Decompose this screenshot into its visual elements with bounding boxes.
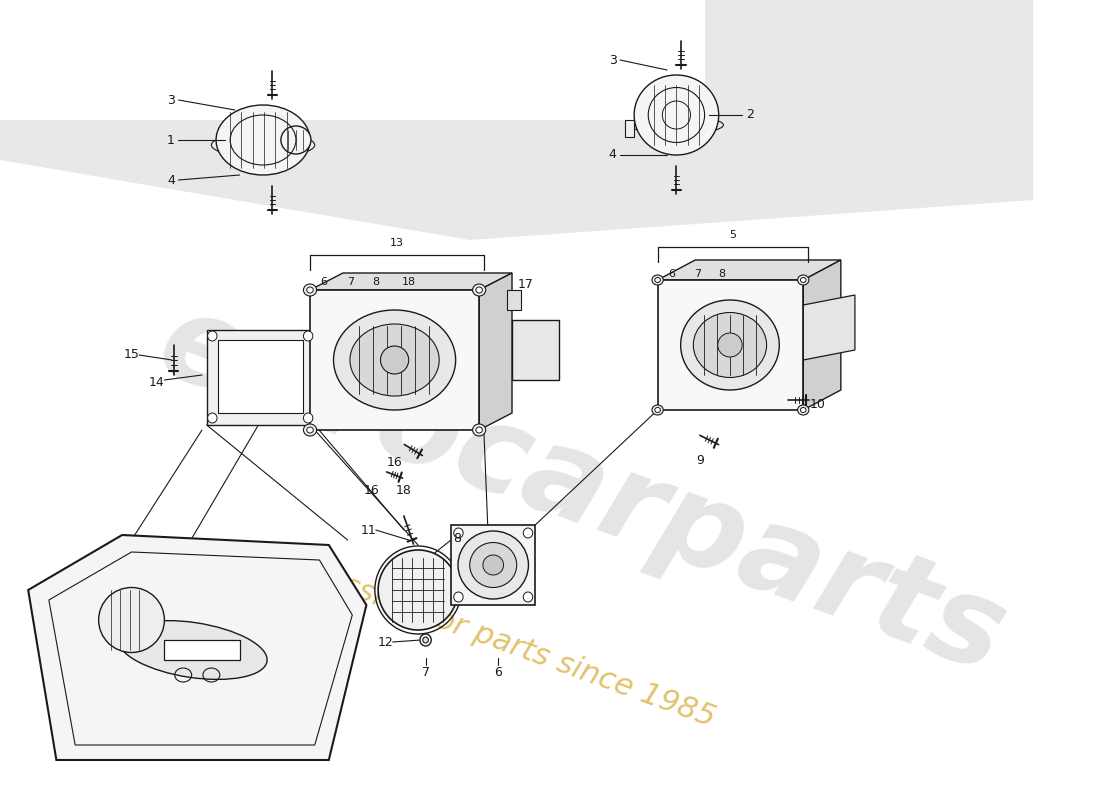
- Ellipse shape: [652, 405, 663, 415]
- Text: 10: 10: [810, 398, 825, 411]
- Ellipse shape: [473, 284, 486, 296]
- Ellipse shape: [458, 531, 528, 599]
- Bar: [310, 290, 480, 430]
- Text: 15: 15: [123, 349, 140, 362]
- Polygon shape: [507, 290, 521, 310]
- Text: 7: 7: [346, 277, 354, 287]
- Text: 3: 3: [167, 94, 175, 106]
- Ellipse shape: [381, 346, 409, 374]
- Polygon shape: [803, 260, 840, 410]
- Ellipse shape: [798, 275, 808, 285]
- Ellipse shape: [208, 331, 217, 341]
- Text: 4: 4: [167, 174, 175, 186]
- Polygon shape: [0, 160, 1033, 800]
- Ellipse shape: [420, 634, 431, 646]
- Text: 2: 2: [746, 109, 754, 122]
- Polygon shape: [310, 273, 512, 290]
- Ellipse shape: [681, 300, 779, 390]
- Text: 16: 16: [363, 483, 379, 497]
- Text: 6: 6: [320, 277, 328, 287]
- Bar: [451, 525, 536, 605]
- Polygon shape: [480, 273, 512, 430]
- Text: 3: 3: [608, 54, 616, 66]
- Ellipse shape: [654, 407, 660, 413]
- Ellipse shape: [654, 278, 660, 282]
- Ellipse shape: [211, 133, 315, 158]
- Ellipse shape: [454, 528, 463, 538]
- Polygon shape: [29, 535, 366, 760]
- Ellipse shape: [307, 287, 314, 293]
- Bar: [658, 280, 803, 410]
- Text: 11: 11: [361, 523, 376, 537]
- Polygon shape: [0, 0, 705, 120]
- Ellipse shape: [118, 621, 267, 679]
- Text: 9: 9: [696, 454, 704, 466]
- Polygon shape: [625, 120, 634, 137]
- Text: 16: 16: [387, 455, 403, 469]
- Polygon shape: [0, 0, 1033, 650]
- Text: 13: 13: [389, 238, 404, 248]
- Ellipse shape: [307, 427, 314, 433]
- Ellipse shape: [280, 126, 311, 154]
- Ellipse shape: [473, 424, 486, 436]
- Ellipse shape: [476, 427, 483, 433]
- Ellipse shape: [454, 592, 463, 602]
- Ellipse shape: [476, 287, 483, 293]
- Ellipse shape: [208, 413, 217, 423]
- Ellipse shape: [304, 413, 312, 423]
- Polygon shape: [658, 260, 840, 280]
- Text: eurocarparts: eurocarparts: [144, 282, 1021, 698]
- Text: 8: 8: [453, 531, 462, 545]
- Polygon shape: [512, 320, 559, 380]
- Text: 5: 5: [729, 230, 736, 240]
- Text: 8: 8: [718, 269, 725, 279]
- Ellipse shape: [422, 637, 428, 643]
- Text: 6: 6: [668, 269, 675, 279]
- Ellipse shape: [304, 424, 317, 436]
- Ellipse shape: [801, 278, 806, 282]
- Ellipse shape: [524, 528, 532, 538]
- Bar: [207, 330, 315, 425]
- Text: 17: 17: [518, 278, 534, 291]
- Ellipse shape: [304, 331, 312, 341]
- Ellipse shape: [333, 310, 455, 410]
- Ellipse shape: [524, 592, 532, 602]
- Bar: [218, 340, 302, 413]
- Ellipse shape: [304, 284, 317, 296]
- Text: 12: 12: [377, 635, 393, 649]
- Ellipse shape: [652, 275, 663, 285]
- Ellipse shape: [470, 542, 517, 587]
- Text: a passion for parts since 1985: a passion for parts since 1985: [276, 547, 719, 733]
- Ellipse shape: [798, 405, 808, 415]
- Ellipse shape: [99, 587, 164, 653]
- Text: 6: 6: [494, 666, 502, 678]
- Ellipse shape: [483, 555, 504, 575]
- Ellipse shape: [718, 333, 743, 357]
- Text: 7: 7: [421, 666, 430, 678]
- Text: 14: 14: [148, 375, 165, 389]
- Ellipse shape: [693, 313, 767, 378]
- Ellipse shape: [801, 407, 806, 413]
- Text: 8: 8: [372, 277, 379, 287]
- Ellipse shape: [629, 116, 724, 134]
- Ellipse shape: [378, 550, 458, 630]
- Text: 1: 1: [167, 134, 175, 146]
- Text: 7: 7: [694, 269, 702, 279]
- Polygon shape: [803, 295, 855, 360]
- Ellipse shape: [350, 324, 439, 396]
- Text: 18: 18: [402, 277, 416, 287]
- Polygon shape: [164, 640, 240, 660]
- Text: 18: 18: [396, 483, 411, 497]
- Ellipse shape: [634, 75, 718, 155]
- Ellipse shape: [216, 105, 310, 175]
- Text: 4: 4: [608, 149, 616, 162]
